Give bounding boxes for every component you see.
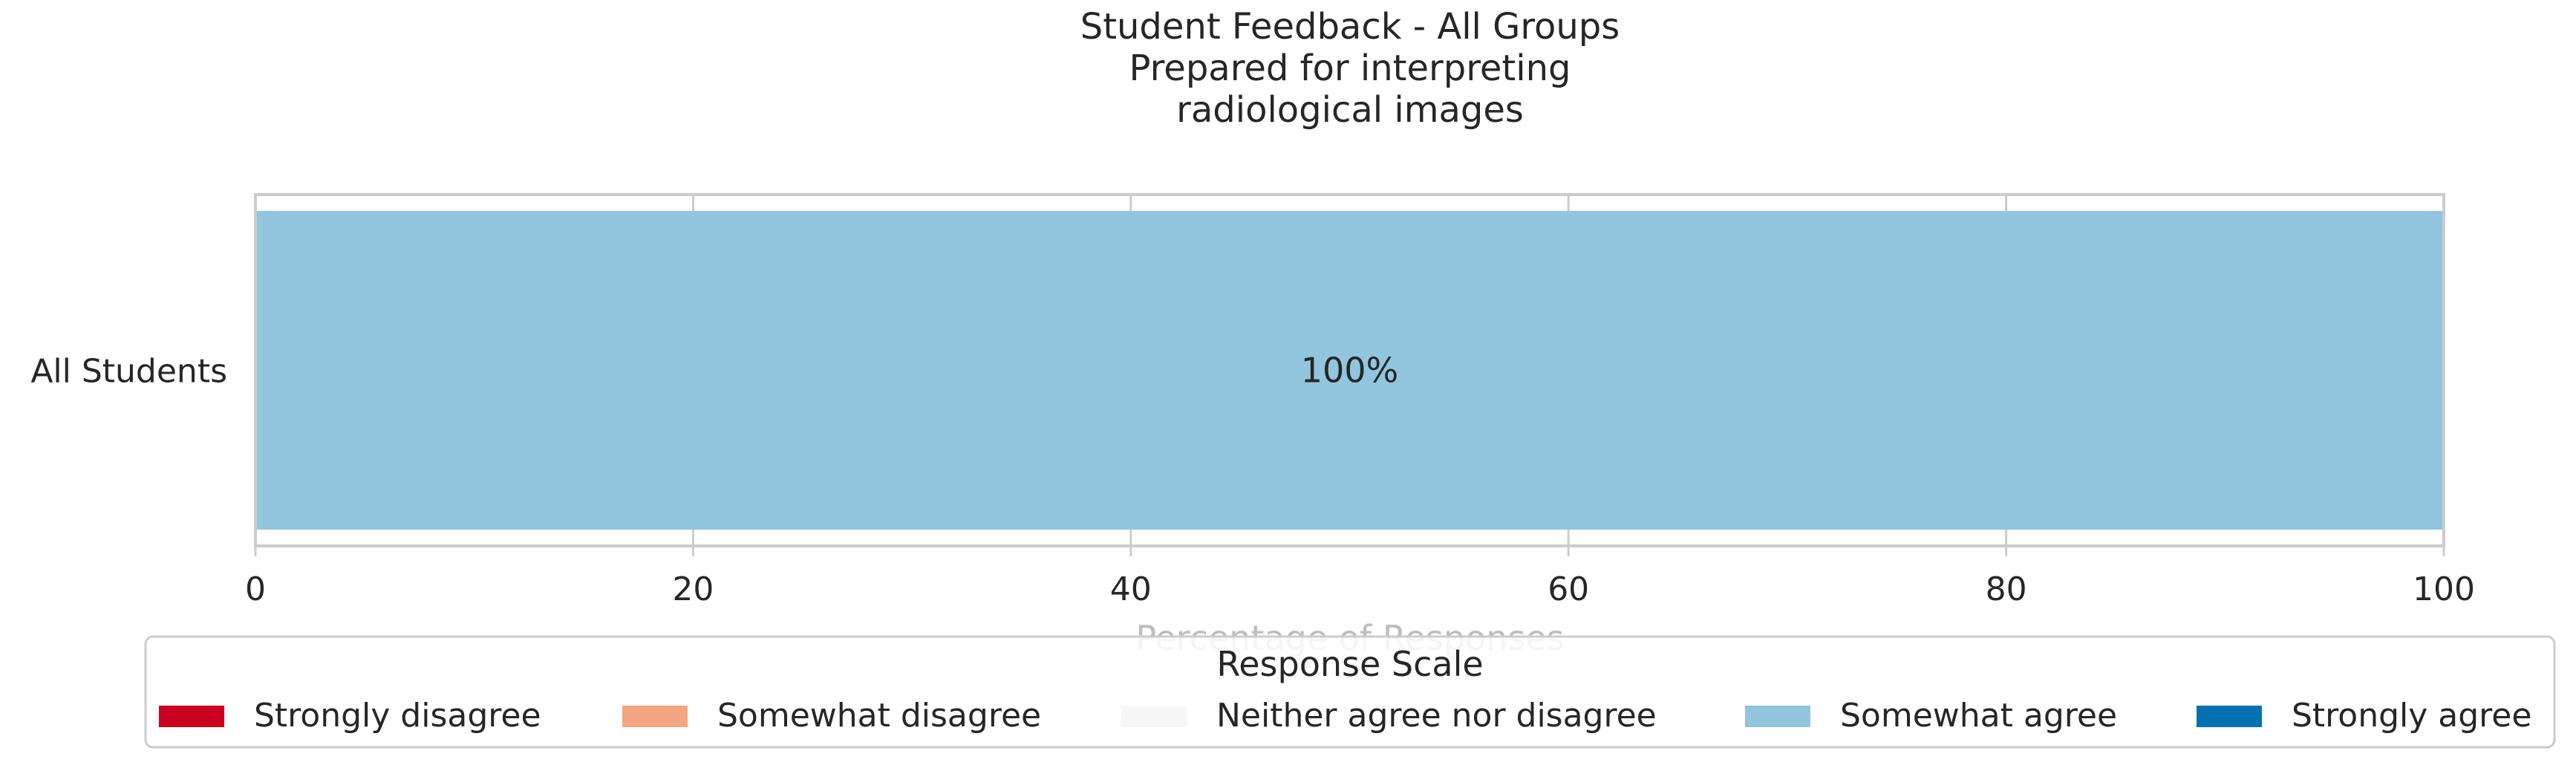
chart-title-line: Student Feedback - All Groups (1080, 6, 1620, 48)
legend-swatch (1745, 706, 1810, 727)
legend-box (144, 635, 2556, 749)
plot-area: 100% (254, 193, 2445, 547)
x-axis: 0 20 40 60 80 100 (245, 546, 2475, 608)
data-label: 100% (1301, 351, 1399, 391)
plot-frame (254, 193, 2445, 547)
x-tick-label: 40 (1110, 570, 1152, 608)
x-tick-label: 100 (2413, 570, 2475, 608)
legend-label: Neither agree nor disagree (1216, 697, 1657, 735)
legend-entry: Strongly disagree (159, 697, 541, 735)
x-tick-label: 80 (1986, 570, 2027, 608)
legend: Response Scale Strongly disagree Somewhat … (144, 635, 2556, 749)
legend-swatch (1121, 706, 1187, 727)
legend-entry: Somewhat agree (1745, 697, 2117, 735)
y-axis: All Students (30, 353, 227, 391)
x-tick-label: 60 (1548, 570, 1589, 608)
legend-entry: Neither agree nor disagree (1121, 697, 1657, 735)
legend-label: Somewhat agree (1840, 697, 2117, 735)
y-tick-label: All Students (30, 353, 227, 391)
chart-title-line: Prepared for interpreting (1129, 48, 1571, 89)
legend-swatch (2197, 706, 2262, 727)
x-tick-label: 20 (672, 570, 714, 608)
legend-entry: Somewhat disagree (622, 697, 1041, 735)
legend-label: Strongly agree (2292, 697, 2531, 735)
legend-swatch (159, 706, 224, 727)
legend-entry: Strongly agree (2197, 697, 2531, 735)
bar-segment-somewhat-agree (255, 211, 2444, 530)
legend-label: Strongly disagree (254, 697, 541, 735)
x-tick-label: 0 (245, 570, 266, 608)
legend-swatch (622, 706, 688, 727)
legend-label: Somewhat disagree (717, 697, 1041, 735)
legend-title: Response Scale (1216, 644, 1483, 684)
chart-title-line: radiological images (1176, 89, 1524, 131)
